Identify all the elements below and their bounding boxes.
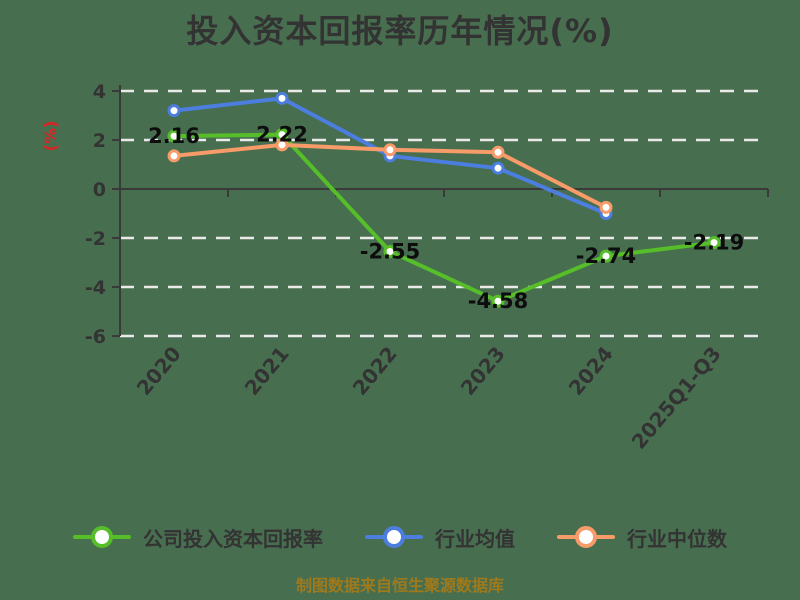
data-source-note: 制图数据来自恒生聚源数据库	[295, 576, 504, 595]
data-point[interactable]	[707, 236, 721, 250]
series-line	[172, 132, 716, 304]
x-axis-label: 2024	[564, 342, 618, 400]
data-point[interactable]	[167, 129, 181, 143]
data-point-label: -2.55	[360, 239, 421, 263]
legend-label-industry-median: 行业中位数	[627, 526, 727, 551]
legend-item-industry-mean[interactable]: 行业均值	[365, 523, 515, 552]
y-axis-tick-label: -2	[85, 228, 106, 250]
data-point[interactable]	[599, 249, 613, 263]
chart-title: 投入资本回报率历年情况(%)	[186, 12, 614, 50]
data-point[interactable]	[383, 244, 397, 258]
y-axis-tick-labels: 4 2 0 -2 -4 -6	[85, 81, 106, 348]
legend-marker-industry-mean-icon	[365, 525, 423, 549]
x-axis-labels: 2020 2021 2022 2023 2024 2025Q1-Q3	[132, 342, 726, 454]
data-point[interactable]	[491, 145, 505, 159]
y-axis-tick-label: 4	[93, 81, 106, 103]
data-point[interactable]	[275, 138, 289, 152]
data-labels: 2.16 2.22 -2.55 -4.58 -2.74 -2.19	[148, 123, 744, 314]
data-point-label: 2.16	[148, 124, 200, 148]
legend-item-industry-median[interactable]: 行业中位数	[557, 523, 727, 552]
series-0	[167, 128, 721, 308]
data-point-label: -2.74	[576, 244, 637, 268]
x-axis-label: 2022	[348, 342, 402, 400]
y-axis-tick-label: -6	[85, 326, 106, 348]
legend-item-company-roic[interactable]: 公司投入资本回报率	[73, 523, 323, 552]
legend-label-company-roic: 公司投入资本回报率	[143, 526, 323, 551]
data-point-label: 2.22	[256, 123, 308, 147]
data-point[interactable]	[599, 200, 613, 214]
x-axis-label: 2020	[132, 342, 186, 400]
data-point[interactable]	[383, 143, 397, 157]
x-axis-label: 2023	[456, 342, 510, 400]
data-point-label: -4.58	[468, 289, 529, 313]
y-axis-name: (%)	[41, 121, 60, 152]
data-point-label: -2.19	[684, 231, 745, 255]
legend-label-industry-mean: 行业均值	[435, 526, 515, 551]
y-axis-tick-label: -4	[85, 277, 106, 299]
legend: 公司投入资本回报率 行业均值 行业中位数	[0, 520, 800, 554]
y-axis-tick-label: 2	[93, 130, 106, 152]
data-point[interactable]	[491, 294, 505, 308]
y-axis-tick-label: 0	[93, 179, 106, 201]
data-point[interactable]	[167, 149, 181, 163]
axes	[112, 85, 769, 337]
x-axis-label: 2025Q1-Q3	[627, 342, 726, 454]
legend-marker-company-roic-icon	[73, 525, 131, 549]
x-axis-label: 2021	[240, 342, 294, 400]
data-point[interactable]	[275, 91, 289, 105]
data-point[interactable]	[491, 161, 505, 175]
series-2	[167, 138, 613, 214]
data-point[interactable]	[167, 104, 181, 118]
legend-marker-industry-median-icon	[557, 525, 615, 549]
gridlines	[120, 89, 768, 338]
